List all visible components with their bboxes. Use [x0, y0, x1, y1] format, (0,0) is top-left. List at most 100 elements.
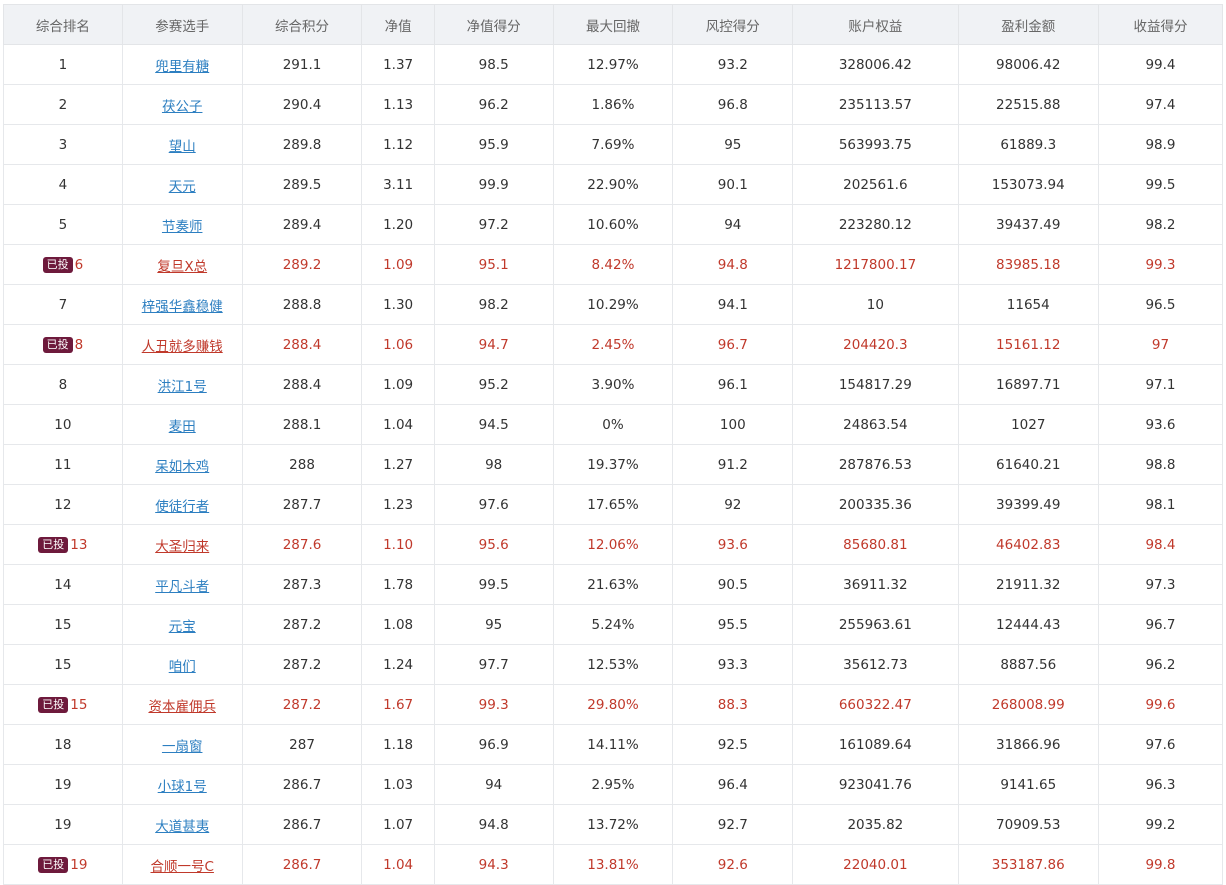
header-risk-score[interactable]: 风控得分: [672, 4, 794, 45]
player-link[interactable]: 洪江1号: [157, 378, 207, 395]
player-link[interactable]: 资本雇佣兵: [148, 698, 216, 715]
nav-score-cell: 95: [433, 604, 554, 645]
equity-cell: 287876.53: [792, 444, 959, 485]
nav-cell: 1.23: [361, 484, 435, 525]
player-link[interactable]: 天元: [168, 178, 196, 195]
nav-score-cell: 95.9: [433, 124, 554, 165]
header-equity[interactable]: 账户权益: [792, 4, 959, 45]
max-drawdown-cell: 12.97%: [552, 44, 674, 85]
player-cell: 望山: [121, 124, 243, 165]
total-score-cell: 287.3: [241, 564, 363, 605]
nav-cell: 1.04: [361, 404, 435, 445]
player-link[interactable]: 梓强华鑫稳健: [141, 298, 223, 315]
equity-cell: 223280.12: [792, 204, 959, 245]
rank-value: 5: [58, 216, 68, 233]
player-link[interactable]: 一扇窗: [161, 738, 203, 755]
player-cell: 平凡斗者: [121, 564, 243, 605]
rank-value: 15: [54, 616, 72, 633]
player-link[interactable]: 兜里有糖: [155, 58, 210, 75]
max-drawdown-cell: 5.24%: [552, 604, 674, 645]
table-row: 10 麦田 288.1 1.04 94.5 0% 100 24863.54 1027 93.6: [3, 404, 1224, 445]
player-link[interactable]: 麦田: [168, 418, 196, 435]
profit-cell: 15161.12: [957, 324, 1099, 365]
nav-score-cell: 94.8: [433, 804, 554, 845]
profit-cell: 39399.49: [957, 484, 1099, 525]
nav-score-cell: 95.1: [433, 244, 554, 285]
player-link[interactable]: 元宝: [168, 618, 196, 635]
table-row: 已投 6 复旦X总 289.2 1.09 95.1 8.42% 94.8 1217800.17 8…: [3, 244, 1224, 285]
header-nav[interactable]: 净值: [361, 4, 435, 45]
equity-cell: 36911.32: [792, 564, 959, 605]
nav-cell: 1.09: [361, 244, 435, 285]
player-link[interactable]: 合顺一号C: [150, 858, 214, 875]
max-drawdown-cell: 12.06%: [552, 524, 674, 565]
header-rank[interactable]: 综合排名: [3, 4, 123, 45]
table-row: 18 一扇窗 287 1.18 96.9 14.11% 92.5 161089.64 31866…: [3, 724, 1224, 765]
rank-value: 2: [58, 96, 68, 113]
header-nav-score[interactable]: 净值得分: [433, 4, 554, 45]
total-score-cell: 287.6: [241, 524, 363, 565]
risk-score-cell: 93.3: [672, 644, 794, 685]
total-score-cell: 289.8: [241, 124, 363, 165]
return-score-cell: 97.4: [1097, 84, 1224, 125]
nav-cell: 1.04: [361, 844, 435, 885]
player-link[interactable]: 望山: [168, 138, 196, 155]
ranking-table-container: 综合排名 参赛选手 综合积分 净值 净值得分 最大回撤 风控得分 账户权益 盈利…: [3, 4, 1224, 885]
nav-score-cell: 98: [433, 444, 554, 485]
equity-cell: 563993.75: [792, 124, 959, 165]
player-link[interactable]: 使徒行者: [155, 498, 210, 515]
total-score-cell: 289.2: [241, 244, 363, 285]
rank-value: 18: [54, 736, 72, 753]
total-score-cell: 287: [241, 724, 363, 765]
header-player[interactable]: 参赛选手: [121, 4, 243, 45]
player-link[interactable]: 大道甚夷: [155, 818, 210, 835]
return-score-cell: 97.6: [1097, 724, 1224, 765]
equity-cell: 22040.01: [792, 844, 959, 885]
header-return-score[interactable]: 收益得分: [1097, 4, 1224, 45]
profit-cell: 12444.43: [957, 604, 1099, 645]
rank-value: 19: [54, 816, 72, 833]
nav-score-cell: 96.9: [433, 724, 554, 765]
risk-score-cell: 94.8: [672, 244, 794, 285]
player-cell: 洪江1号: [121, 364, 243, 405]
player-cell: 大道甚夷: [121, 804, 243, 845]
invested-badge: 已投: [38, 696, 69, 713]
total-score-cell: 288: [241, 444, 363, 485]
table-body: 1 兜里有糖 291.1 1.37 98.5 12.97% 93.2 328006.42 980…: [3, 44, 1224, 885]
player-link[interactable]: 茯公子: [161, 98, 203, 115]
profit-cell: 9141.65: [957, 764, 1099, 805]
rank-cell: 19: [3, 764, 123, 805]
profit-cell: 353187.86: [957, 844, 1099, 885]
return-score-cell: 96.2: [1097, 644, 1224, 685]
equity-cell: 200335.36: [792, 484, 959, 525]
header-profit[interactable]: 盈利金额: [957, 4, 1099, 45]
player-cell: 一扇窗: [121, 724, 243, 765]
total-score-cell: 286.7: [241, 844, 363, 885]
player-cell: 使徒行者: [121, 484, 243, 525]
player-link[interactable]: 人丑就多赚钱: [141, 338, 223, 355]
player-link[interactable]: 节奏师: [161, 218, 203, 235]
risk-score-cell: 93.2: [672, 44, 794, 85]
nav-cell: 1.08: [361, 604, 435, 645]
rank-cell: 18: [3, 724, 123, 765]
risk-score-cell: 94.1: [672, 284, 794, 325]
rank-cell: 5: [3, 204, 123, 245]
table-row: 已投 13 大圣归来 287.6 1.10 95.6 12.06% 93.6 85680.81 4…: [3, 524, 1224, 565]
risk-score-cell: 92.6: [672, 844, 794, 885]
player-link[interactable]: 复旦X总: [157, 258, 208, 275]
rank-cell: 已投 6: [3, 244, 123, 285]
header-total-score[interactable]: 综合积分: [241, 4, 363, 45]
rank-cell: 7: [3, 284, 123, 325]
nav-score-cell: 97.6: [433, 484, 554, 525]
player-link[interactable]: 大圣归来: [155, 538, 210, 555]
return-score-cell: 98.4: [1097, 524, 1224, 565]
header-max-drawdown[interactable]: 最大回撤: [552, 4, 674, 45]
player-link[interactable]: 小球1号: [157, 778, 207, 795]
player-cell: 元宝: [121, 604, 243, 645]
player-link[interactable]: 平凡斗者: [155, 578, 210, 595]
nav-cell: 1.03: [361, 764, 435, 805]
player-link[interactable]: 呆如木鸡: [155, 458, 210, 475]
total-score-cell: 286.7: [241, 804, 363, 845]
nav-score-cell: 97.2: [433, 204, 554, 245]
player-link[interactable]: 咱们: [168, 658, 196, 675]
